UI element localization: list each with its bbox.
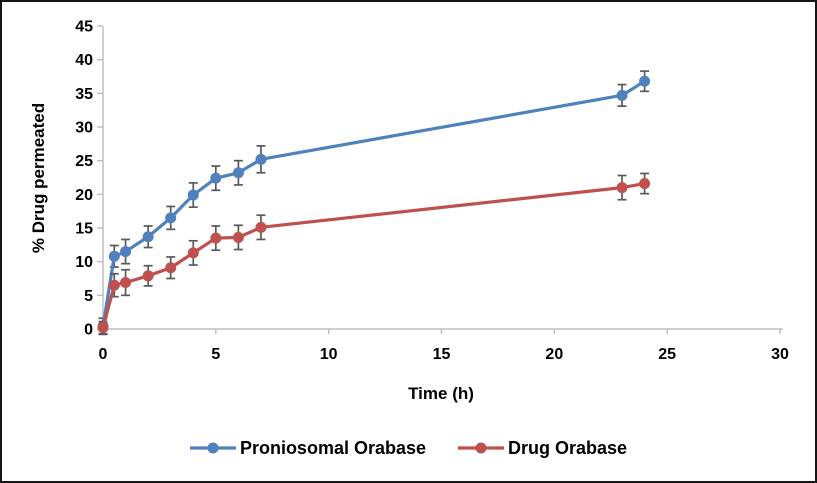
y-tick-label: 10 bbox=[75, 254, 93, 271]
x-tick-label: 30 bbox=[771, 346, 789, 363]
y-tick-label: 20 bbox=[75, 187, 93, 204]
data-point-marker bbox=[210, 172, 222, 184]
legend-label: Proniosomal Orabase bbox=[239, 438, 427, 458]
y-tick-label: 15 bbox=[75, 221, 93, 238]
y-tick-label: 30 bbox=[75, 120, 93, 137]
data-point-marker bbox=[616, 182, 628, 194]
series-layer bbox=[97, 70, 651, 336]
data-point-marker bbox=[255, 221, 267, 233]
y-tick-label: 0 bbox=[84, 322, 93, 339]
data-point-marker bbox=[210, 232, 222, 244]
data-point-marker bbox=[142, 231, 154, 243]
data-point-marker bbox=[120, 246, 132, 258]
data-point-marker bbox=[120, 277, 132, 289]
y-tick-label: 35 bbox=[75, 86, 93, 103]
y-tick-label: 25 bbox=[75, 153, 93, 170]
axes: 0 5 10 15 20 25 30 35 40 45 0 5 10 15 20 25 30 bbox=[75, 19, 789, 364]
series-line bbox=[101, 79, 646, 327]
legend-item-proniosomal-orabase: Proniosomal Orabase bbox=[189, 436, 427, 460]
legend-marker-icon bbox=[189, 442, 236, 454]
data-point-marker bbox=[187, 247, 199, 259]
y-axis-title: % Drug permeated bbox=[29, 103, 48, 253]
data-point-marker bbox=[232, 231, 244, 243]
x-tick-label: 25 bbox=[658, 346, 676, 363]
x-tick-label: 15 bbox=[433, 346, 451, 363]
data-point-marker bbox=[108, 279, 120, 291]
x-tick-label: 5 bbox=[211, 346, 220, 363]
series-proniosomal-orabase bbox=[97, 70, 651, 336]
series-drug-orabase bbox=[97, 172, 651, 335]
y-tick-label: 40 bbox=[75, 52, 93, 69]
data-point-marker bbox=[165, 212, 177, 224]
x-tick-label: 20 bbox=[545, 346, 563, 363]
data-point-marker bbox=[255, 153, 267, 165]
data-point-marker bbox=[165, 262, 177, 274]
data-point-marker bbox=[639, 75, 651, 87]
data-point-marker bbox=[639, 178, 651, 190]
data-point-marker bbox=[616, 89, 628, 101]
y-tick-label: 5 bbox=[84, 288, 93, 305]
x-tick-label: 10 bbox=[320, 346, 338, 363]
legend: Proniosomal Orabase Drug Orabase bbox=[2, 436, 815, 460]
legend-label: Drug Orabase bbox=[508, 438, 628, 458]
legend-marker-icon bbox=[458, 442, 505, 454]
data-point-marker bbox=[108, 250, 120, 262]
legend-item-drug-orabase: Drug Orabase bbox=[458, 436, 627, 460]
data-point-marker bbox=[142, 270, 154, 282]
data-point-marker bbox=[97, 322, 109, 334]
x-tick-label: 0 bbox=[99, 346, 108, 363]
data-point-marker bbox=[232, 167, 244, 179]
x-axis-title: Time (h) bbox=[408, 384, 474, 403]
y-tick-label: 45 bbox=[75, 19, 93, 36]
data-point-marker bbox=[187, 189, 199, 201]
